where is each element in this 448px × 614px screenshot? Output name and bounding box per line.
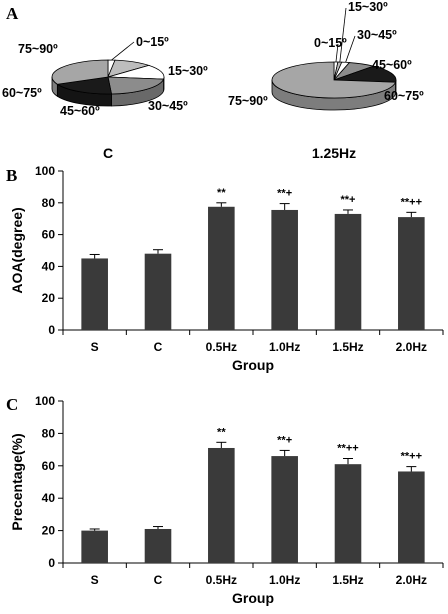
pie-caption-1: 1.25Hz <box>312 145 356 161</box>
x-tick-label-5: 2.0Hz <box>396 340 427 354</box>
bar-5 <box>398 471 425 563</box>
y-tick-label-2: 40 <box>42 491 56 505</box>
y-tick-label-0: 0 <box>48 323 55 337</box>
panel-letter-b: B <box>6 166 17 185</box>
pie-leader-line-0-0 <box>111 41 135 61</box>
x-tick-label-1: C <box>154 573 163 587</box>
x-tick-label-0: S <box>91 573 99 587</box>
pie-leader-line-1-1 <box>339 7 347 63</box>
bar-3 <box>271 456 298 563</box>
pie-label-0-4: 60~75º <box>2 86 42 100</box>
pie-label-0-0: 0~15º <box>136 35 169 49</box>
pie-leader-line-1-2 <box>345 35 356 63</box>
y-tick-label-5: 100 <box>35 164 55 178</box>
pie-label-1-4: 60~75º <box>384 89 424 103</box>
x-tick-label-3: 1.0Hz <box>269 340 300 354</box>
significance-label-3: **+ <box>277 188 292 200</box>
bar-1 <box>144 528 172 563</box>
y-tick-label-3: 60 <box>42 459 56 473</box>
significance-label-4: **++ <box>337 443 358 455</box>
pie-label-1-3: 45~60º <box>372 58 412 72</box>
y-axis-title: AOA(degree) <box>9 207 25 293</box>
pie-label-1-0: 0~15º <box>314 36 347 50</box>
y-tick-label-4: 80 <box>42 196 56 210</box>
pie-chart-control: 0~15º 15~30º 30~45º 45~60º 60~75º 75~90º C <box>2 35 208 161</box>
pie-slice-1-4 <box>333 65 397 83</box>
pie-label-0-1: 15~30º <box>168 64 208 78</box>
y-tick-label-1: 20 <box>42 524 56 538</box>
x-axis-title: Group <box>232 357 274 373</box>
pie-chart-1-25hz: 0~15º 15~30º 30~45º 45~60º 60~75º 75~90º 1.25H… <box>228 0 424 161</box>
bar-3 <box>271 209 298 330</box>
pie-label-0-2: 30~45º <box>148 99 188 113</box>
pie-label-1-5: 75~90º <box>228 94 268 108</box>
pie-label-1-1: 15~30º <box>348 0 388 14</box>
y-tick-label-1: 20 <box>42 291 56 305</box>
bar-2 <box>208 447 235 563</box>
bar-4 <box>334 464 362 563</box>
bar-5 <box>398 217 425 330</box>
y-tick-label-4: 80 <box>42 426 56 440</box>
x-tick-label-3: 1.0Hz <box>269 573 300 587</box>
x-tick-label-4: 1.5Hz <box>332 340 363 354</box>
y-tick-label-3: 60 <box>42 228 56 242</box>
pie-label-0-3: 45~60º <box>60 104 100 118</box>
pie-slice-0-3 <box>107 76 165 95</box>
significance-label-5: **++ <box>401 451 422 463</box>
panel-letter-a: A <box>6 4 19 23</box>
pie-slice-0-5 <box>51 59 109 85</box>
x-tick-label-4: 1.5Hz <box>332 573 363 587</box>
y-axis-title: Precentage(%) <box>9 433 25 530</box>
x-tick-label-2: 0.5Hz <box>206 573 237 587</box>
pie-leader-line-1-0 <box>335 43 339 63</box>
significance-label-5: **++ <box>401 196 422 208</box>
significance-label-4: **+ <box>341 194 356 206</box>
significance-label-2: ** <box>217 426 226 438</box>
pie-label-0-5: 75~90º <box>18 42 58 56</box>
x-tick-label-2: 0.5Hz <box>206 340 237 354</box>
bar-0 <box>81 258 108 330</box>
significance-label-2: ** <box>217 187 226 199</box>
bar-2 <box>208 206 235 330</box>
pie-caption-0: C <box>103 145 113 161</box>
x-tick-label-5: 2.0Hz <box>396 573 427 587</box>
pie-slice-0-4 <box>56 76 113 95</box>
bar-4 <box>334 213 362 330</box>
x-tick-label-1: C <box>154 340 163 354</box>
bar-0 <box>81 530 108 563</box>
pie-label-1-2: 30~45º <box>357 28 397 42</box>
bar-chart-aoa: 0 20 40 60 80 100 S C ** 0.5Hz **+ 1.0Hz **+ 1.5Hz **+… <box>9 164 444 373</box>
bar-chart-percentage: 0 20 40 60 80 100 S C ** 0.5Hz **+ 1.0Hz **++ 1.5Hz **… <box>9 394 444 606</box>
y-tick-label-0: 0 <box>48 556 55 570</box>
panel-letter-c: C <box>6 395 18 414</box>
bar-1 <box>144 253 172 330</box>
x-axis-title: Group <box>232 590 274 606</box>
x-tick-label-0: S <box>91 340 99 354</box>
y-tick-label-5: 100 <box>35 394 55 408</box>
pie-slice-1-5 <box>271 61 397 99</box>
significance-label-3: **+ <box>277 434 292 446</box>
y-tick-label-2: 40 <box>42 259 56 273</box>
